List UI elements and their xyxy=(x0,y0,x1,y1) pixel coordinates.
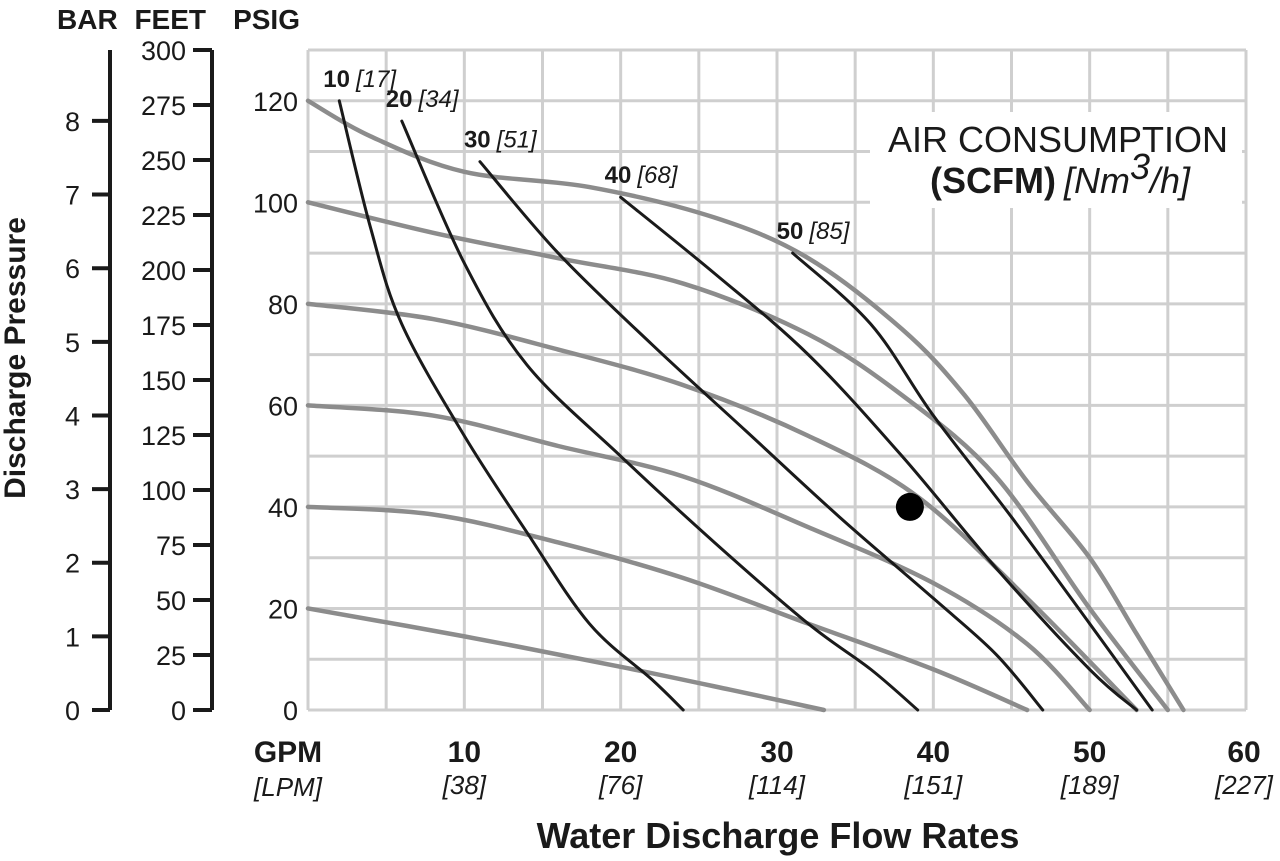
bar-tick-label: 6 xyxy=(65,254,80,284)
air-label-scfm: 20 xyxy=(386,86,413,113)
x-tick-sublabel: [227] xyxy=(1214,770,1274,800)
title-sup: 3 xyxy=(1130,146,1150,187)
title-line1: AIR CONSUMPTION xyxy=(888,119,1228,160)
operating-point-layer xyxy=(895,492,924,521)
air-label-nm3h: [51] xyxy=(496,127,538,154)
bar-tick-label: 5 xyxy=(65,328,80,358)
feet-tick-label: 200 xyxy=(141,256,186,286)
psig-tick-label: 120 xyxy=(253,87,298,117)
psig-tick-label: 60 xyxy=(268,391,298,421)
x-tick-label: 30 xyxy=(760,736,793,769)
x-tick-sublabel: [151] xyxy=(903,770,963,800)
air-curve-label-40: 40 [68] xyxy=(605,162,679,189)
feet-tick-label: 225 xyxy=(141,201,186,231)
psig-tick-label: 80 xyxy=(268,290,298,320)
air-curve-20 xyxy=(400,119,920,712)
x-tick-label: 50 xyxy=(1073,736,1106,769)
title-line2: (SCFM) [Nm3/h] xyxy=(930,146,1191,201)
feet-tick-label: 300 xyxy=(141,36,186,66)
psig-tick-label: 40 xyxy=(268,493,298,523)
bar-axis-head: BAR xyxy=(57,4,118,35)
air-label-scfm: 50 xyxy=(777,218,804,245)
feet-tick-label: 275 xyxy=(141,91,186,121)
title-nm: [Nm xyxy=(1063,160,1130,201)
x-tick-label: 40 xyxy=(917,736,950,769)
air-label-nm3h: [68] xyxy=(636,162,678,189)
air-label-nm3h: [17] xyxy=(355,66,397,93)
bar-tick-label: 8 xyxy=(65,107,80,137)
pressure-curve xyxy=(305,403,1092,713)
pressure-curve xyxy=(305,98,1186,713)
bar-axis: BAR 0 1 2 3 4 5 6 7 8 xyxy=(57,4,118,726)
feet-axis: FEET 0 25 50 75 100 125 150 175 200 225 250 275 300 xyxy=(134,4,214,726)
bar-tick-label: 2 xyxy=(65,549,80,579)
air-curve-40 xyxy=(619,195,1139,712)
feet-axis-head: FEET xyxy=(134,4,206,35)
pressure-curves xyxy=(305,98,1186,713)
bar-tick-label: 1 xyxy=(65,622,80,652)
feet-tick-label: 75 xyxy=(156,531,186,561)
air-curve-label-30: 30 [51] xyxy=(464,127,538,154)
x-axis: GPM [LPM] 10[38] 20[76] 30[114] 40[151] 50[1… xyxy=(253,736,1274,802)
x-tick-sublabel: [114] xyxy=(748,770,806,800)
title-scfm: (SCFM) xyxy=(930,160,1056,201)
air-consumption-labels: 10 [17]20 [34]30 [51] 40 [68] 50 [85] xyxy=(323,66,850,245)
psig-tick-label: 0 xyxy=(283,696,298,726)
feet-tick-label: 125 xyxy=(141,421,186,451)
pressure-curve xyxy=(305,200,1171,713)
operating-point-marker xyxy=(895,492,924,521)
title-per-h: /h] xyxy=(1147,160,1191,201)
psig-axis-head: PSIG xyxy=(233,4,300,35)
feet-tick-label: 175 xyxy=(141,311,186,341)
x-axis-label: Water Discharge Flow Rates xyxy=(537,815,1020,856)
x-tick-label: 10 xyxy=(448,736,481,769)
air-curve-label-10: 10 [17] xyxy=(323,66,397,93)
pressure-curve xyxy=(305,301,1139,713)
air-curve-30 xyxy=(478,160,1045,712)
feet-tick-label: 100 xyxy=(141,476,186,506)
air-label-scfm: 10 xyxy=(323,66,350,93)
title-background xyxy=(870,112,1242,208)
x-tick-sublabel: [38] xyxy=(442,770,487,800)
air-label-nm3h: [85] xyxy=(808,218,850,245)
x-tick-label: 20 xyxy=(604,736,637,769)
y-axis-label: Discharge Pressure xyxy=(0,217,32,499)
x-tick-label: 60 xyxy=(1227,736,1260,769)
psig-tick-label: 100 xyxy=(253,188,298,218)
air-consumption-curves xyxy=(337,99,1154,712)
feet-tick-label: 250 xyxy=(141,146,186,176)
psig-axis: PSIG 0 20 40 60 80 100 120 xyxy=(233,4,300,726)
feet-tick-label: 50 xyxy=(156,586,186,616)
x-tick-sublabel: [76] xyxy=(598,770,643,800)
air-curve-label-20: 20 [34] xyxy=(386,86,460,113)
psig-tick-label: 20 xyxy=(268,594,298,624)
bar-tick-label: 7 xyxy=(65,181,80,211)
x-tick-sublabel: [189] xyxy=(1060,770,1120,800)
feet-tick-label: 150 xyxy=(141,366,186,396)
pressure-curve xyxy=(305,606,827,713)
feet-tick-label: 25 xyxy=(156,641,186,671)
air-curve-50 xyxy=(791,251,1154,712)
x-axis-head-lpm: [LPM] xyxy=(253,772,323,802)
x-axis-head-gpm: GPM xyxy=(254,736,322,769)
air-label-nm3h: [34] xyxy=(418,86,460,113)
feet-tick-label: 0 xyxy=(171,696,186,726)
pressure-curve xyxy=(305,504,1030,713)
bar-tick-label: 3 xyxy=(65,475,80,505)
bar-tick-label: 0 xyxy=(65,696,80,726)
air-label-scfm: 40 xyxy=(605,162,632,189)
chart-title: AIR CONSUMPTION (SCFM) [Nm3/h] xyxy=(870,112,1242,208)
bar-tick-label: 4 xyxy=(65,401,80,431)
air-curve-label-50: 50 [85] xyxy=(777,218,851,245)
air-label-scfm: 30 xyxy=(464,127,491,154)
air-curve-10 xyxy=(337,99,685,712)
